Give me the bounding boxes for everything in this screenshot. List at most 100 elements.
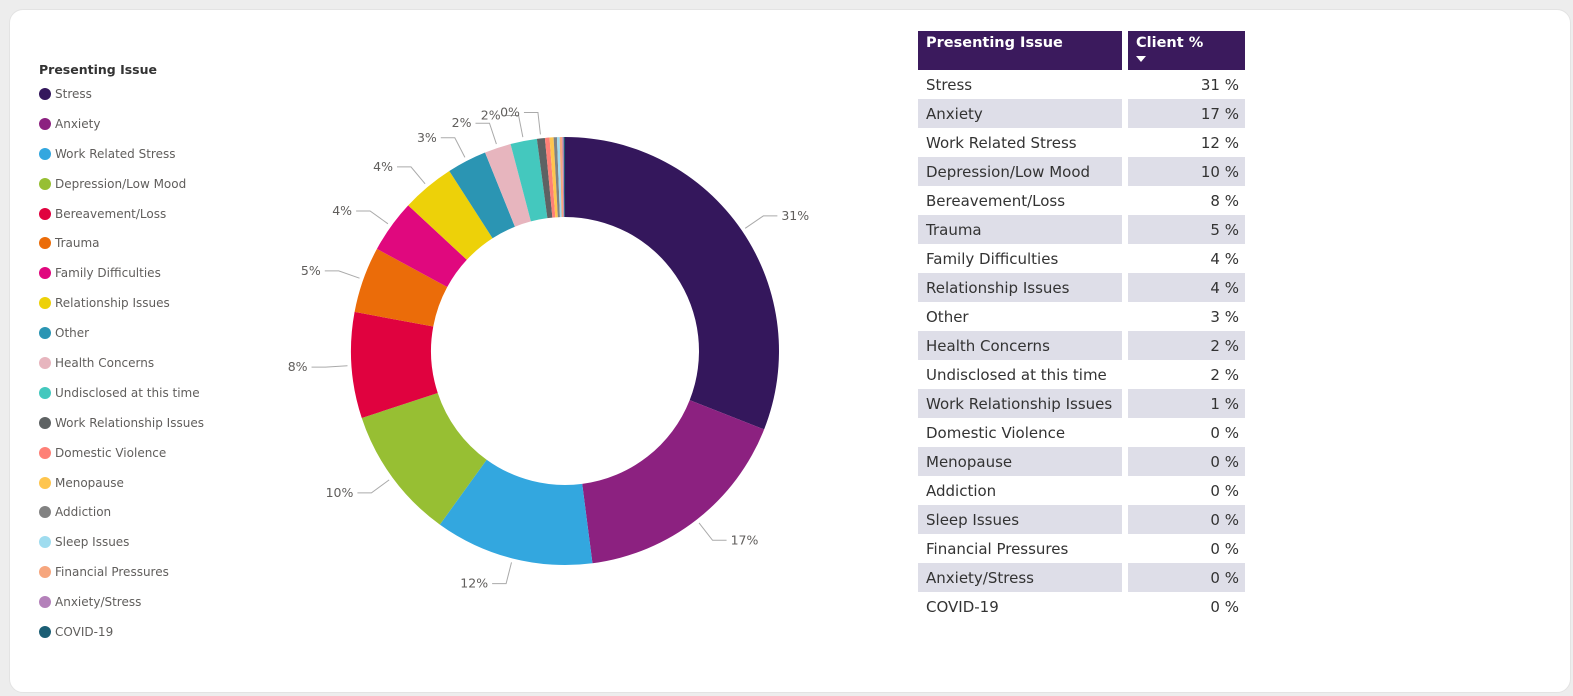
legend-item[interactable]: Health Concerns — [39, 348, 269, 378]
slice-label: 17% — [731, 532, 759, 547]
slice-label: 8% — [288, 359, 308, 374]
legend-item[interactable]: Bereavement/Loss — [39, 199, 269, 229]
cell-presenting-issue: Other — [926, 307, 969, 326]
chart-legend: Presenting Issue Stress Anxiety Work Relat… — [39, 61, 269, 647]
donut-slice[interactable] — [485, 144, 531, 227]
cell-presenting-issue: Health Concerns — [918, 331, 1125, 360]
cell-presenting-issue: COVID-19 — [926, 597, 999, 616]
table-row[interactable]: Sleep Issues 0 % — [918, 505, 1245, 534]
donut-slice[interactable] — [563, 137, 565, 218]
cell-client-pct: 8 % — [1122, 186, 1245, 215]
legend-item[interactable]: Work Relationship Issues — [39, 408, 269, 438]
donut-slice[interactable] — [562, 137, 565, 218]
donut-slice[interactable] — [376, 205, 467, 288]
table-row[interactable]: Relationship Issues 4 % — [918, 273, 1245, 302]
legend-item[interactable]: COVID-19 — [39, 617, 269, 647]
table-row[interactable]: Other 3 % — [918, 302, 1245, 331]
donut-slice[interactable] — [565, 137, 779, 430]
cell-client-pct: 0 % — [1122, 592, 1245, 621]
legend-item[interactable]: Menopause — [39, 468, 269, 498]
table-row[interactable]: Health Concerns 2 % — [918, 331, 1245, 360]
table-row[interactable]: Family Difficulties 4 % — [918, 244, 1245, 273]
cell-client-pct: 2 % — [1122, 331, 1245, 360]
table-row[interactable]: Domestic Violence 0 % — [918, 418, 1245, 447]
cell-client-pct: 2 % — [1122, 360, 1245, 389]
legend-item[interactable]: Addiction — [39, 497, 269, 527]
column-header-client-pct[interactable]: Client % — [1122, 31, 1245, 70]
slice-label: 4% — [373, 159, 393, 174]
table-row[interactable]: Addiction 0 % — [918, 476, 1245, 505]
slice-label: 10% — [326, 485, 354, 500]
column-header-presenting-issue[interactable]: Presenting Issue — [918, 31, 1125, 70]
report-card — [9, 9, 1571, 693]
legend-label: Sleep Issues — [55, 535, 130, 550]
table-row[interactable]: COVID-19 0 % — [918, 592, 1245, 621]
table-row[interactable]: Bereavement/Loss 8 % — [918, 186, 1245, 215]
table-row[interactable]: Stress 31 % — [918, 70, 1245, 99]
cell-client-pct: 10 % — [1122, 157, 1245, 186]
legend-item[interactable]: Work Related Stress — [39, 139, 269, 169]
legend-label: Health Concerns — [55, 355, 155, 370]
legend-item[interactable]: Domestic Violence — [39, 438, 269, 468]
legend-item[interactable]: Depression/Low Mood — [39, 169, 269, 199]
cell-presenting-issue: Addiction — [926, 481, 997, 500]
table-row[interactable]: Menopause 0 % — [918, 447, 1245, 476]
legend-swatch — [39, 625, 51, 638]
legend-item[interactable]: Family Difficulties — [39, 258, 269, 288]
table-body: Stress 31 % Anxiety 17 % Work Related Stress… — [918, 70, 1245, 621]
legend-item[interactable]: Sleep Issues — [39, 527, 269, 557]
cell-presenting-issue: Relationship Issues — [918, 273, 1125, 302]
legend-item[interactable]: Anxiety — [39, 109, 269, 139]
cell-client-pct: 17 % — [1122, 99, 1245, 128]
legend-item[interactable]: Financial Pressures — [39, 557, 269, 587]
donut-slice[interactable] — [536, 137, 553, 219]
legend-item[interactable]: Relationship Issues — [39, 288, 269, 318]
donut-slice[interactable] — [544, 137, 556, 218]
cell-client-pct: 5 % — [1122, 215, 1245, 244]
donut-slice[interactable] — [556, 137, 562, 218]
legend-swatch — [39, 237, 51, 250]
donut-slice[interactable] — [351, 311, 438, 419]
table-row[interactable]: Work Relationship Issues 1 % — [918, 389, 1245, 418]
legend-item[interactable]: Other — [39, 318, 269, 348]
label-leader-line — [324, 270, 360, 279]
cell-presenting-issue: Trauma — [918, 215, 1125, 244]
donut-slice[interactable] — [549, 137, 558, 218]
donut-slice[interactable] — [582, 400, 765, 564]
table-row[interactable]: Trauma 5 % — [918, 215, 1245, 244]
label-leader-line — [440, 137, 466, 158]
table-row[interactable]: Anxiety/Stress 0 % — [918, 563, 1245, 592]
donut-slice[interactable] — [408, 170, 493, 260]
table-row[interactable]: Anxiety 17 % — [918, 99, 1245, 128]
table-row[interactable]: Financial Pressures 0 % — [918, 534, 1245, 563]
legend-item[interactable]: Trauma — [39, 228, 269, 258]
table-row[interactable]: Work Related Stress 12 % — [918, 128, 1245, 157]
donut-slice[interactable] — [361, 392, 487, 525]
slice-label: 2% — [481, 108, 501, 123]
donut-slice[interactable] — [439, 459, 593, 565]
table-row[interactable]: Depression/Low Mood 10 % — [918, 157, 1245, 186]
donut-slice[interactable] — [510, 138, 548, 222]
slice-label: 3% — [417, 130, 437, 145]
legend-item[interactable]: Undisclosed at this time — [39, 378, 269, 408]
legend-label: Menopause — [55, 475, 124, 490]
label-leader-line — [396, 166, 426, 185]
legend-swatch — [39, 117, 51, 130]
legend-item[interactable]: Anxiety/Stress — [39, 587, 269, 617]
slice-label: 12% — [460, 576, 488, 591]
slice-label: 4% — [332, 203, 352, 218]
donut-slice[interactable] — [449, 152, 515, 239]
cell-presenting-issue: Stress — [926, 75, 973, 94]
slice-label: 0% — [500, 105, 520, 120]
cell-client-pct: 4 % — [1122, 273, 1245, 302]
legend-item[interactable]: Stress — [39, 79, 269, 109]
table-row[interactable]: Undisclosed at this time 2 % — [918, 360, 1245, 389]
cell-presenting-issue: Bereavement/Loss — [926, 191, 1066, 210]
legend-label: Undisclosed at this time — [55, 385, 200, 400]
legend-items: Stress Anxiety Work Related Stress Depressi… — [39, 79, 269, 647]
cell-presenting-issue: Anxiety/Stress — [918, 563, 1125, 592]
cell-client-pct: 0 % — [1122, 418, 1245, 447]
donut-slice[interactable] — [354, 248, 448, 327]
donut-slice[interactable] — [559, 137, 564, 218]
donut-slice[interactable] — [553, 137, 560, 218]
